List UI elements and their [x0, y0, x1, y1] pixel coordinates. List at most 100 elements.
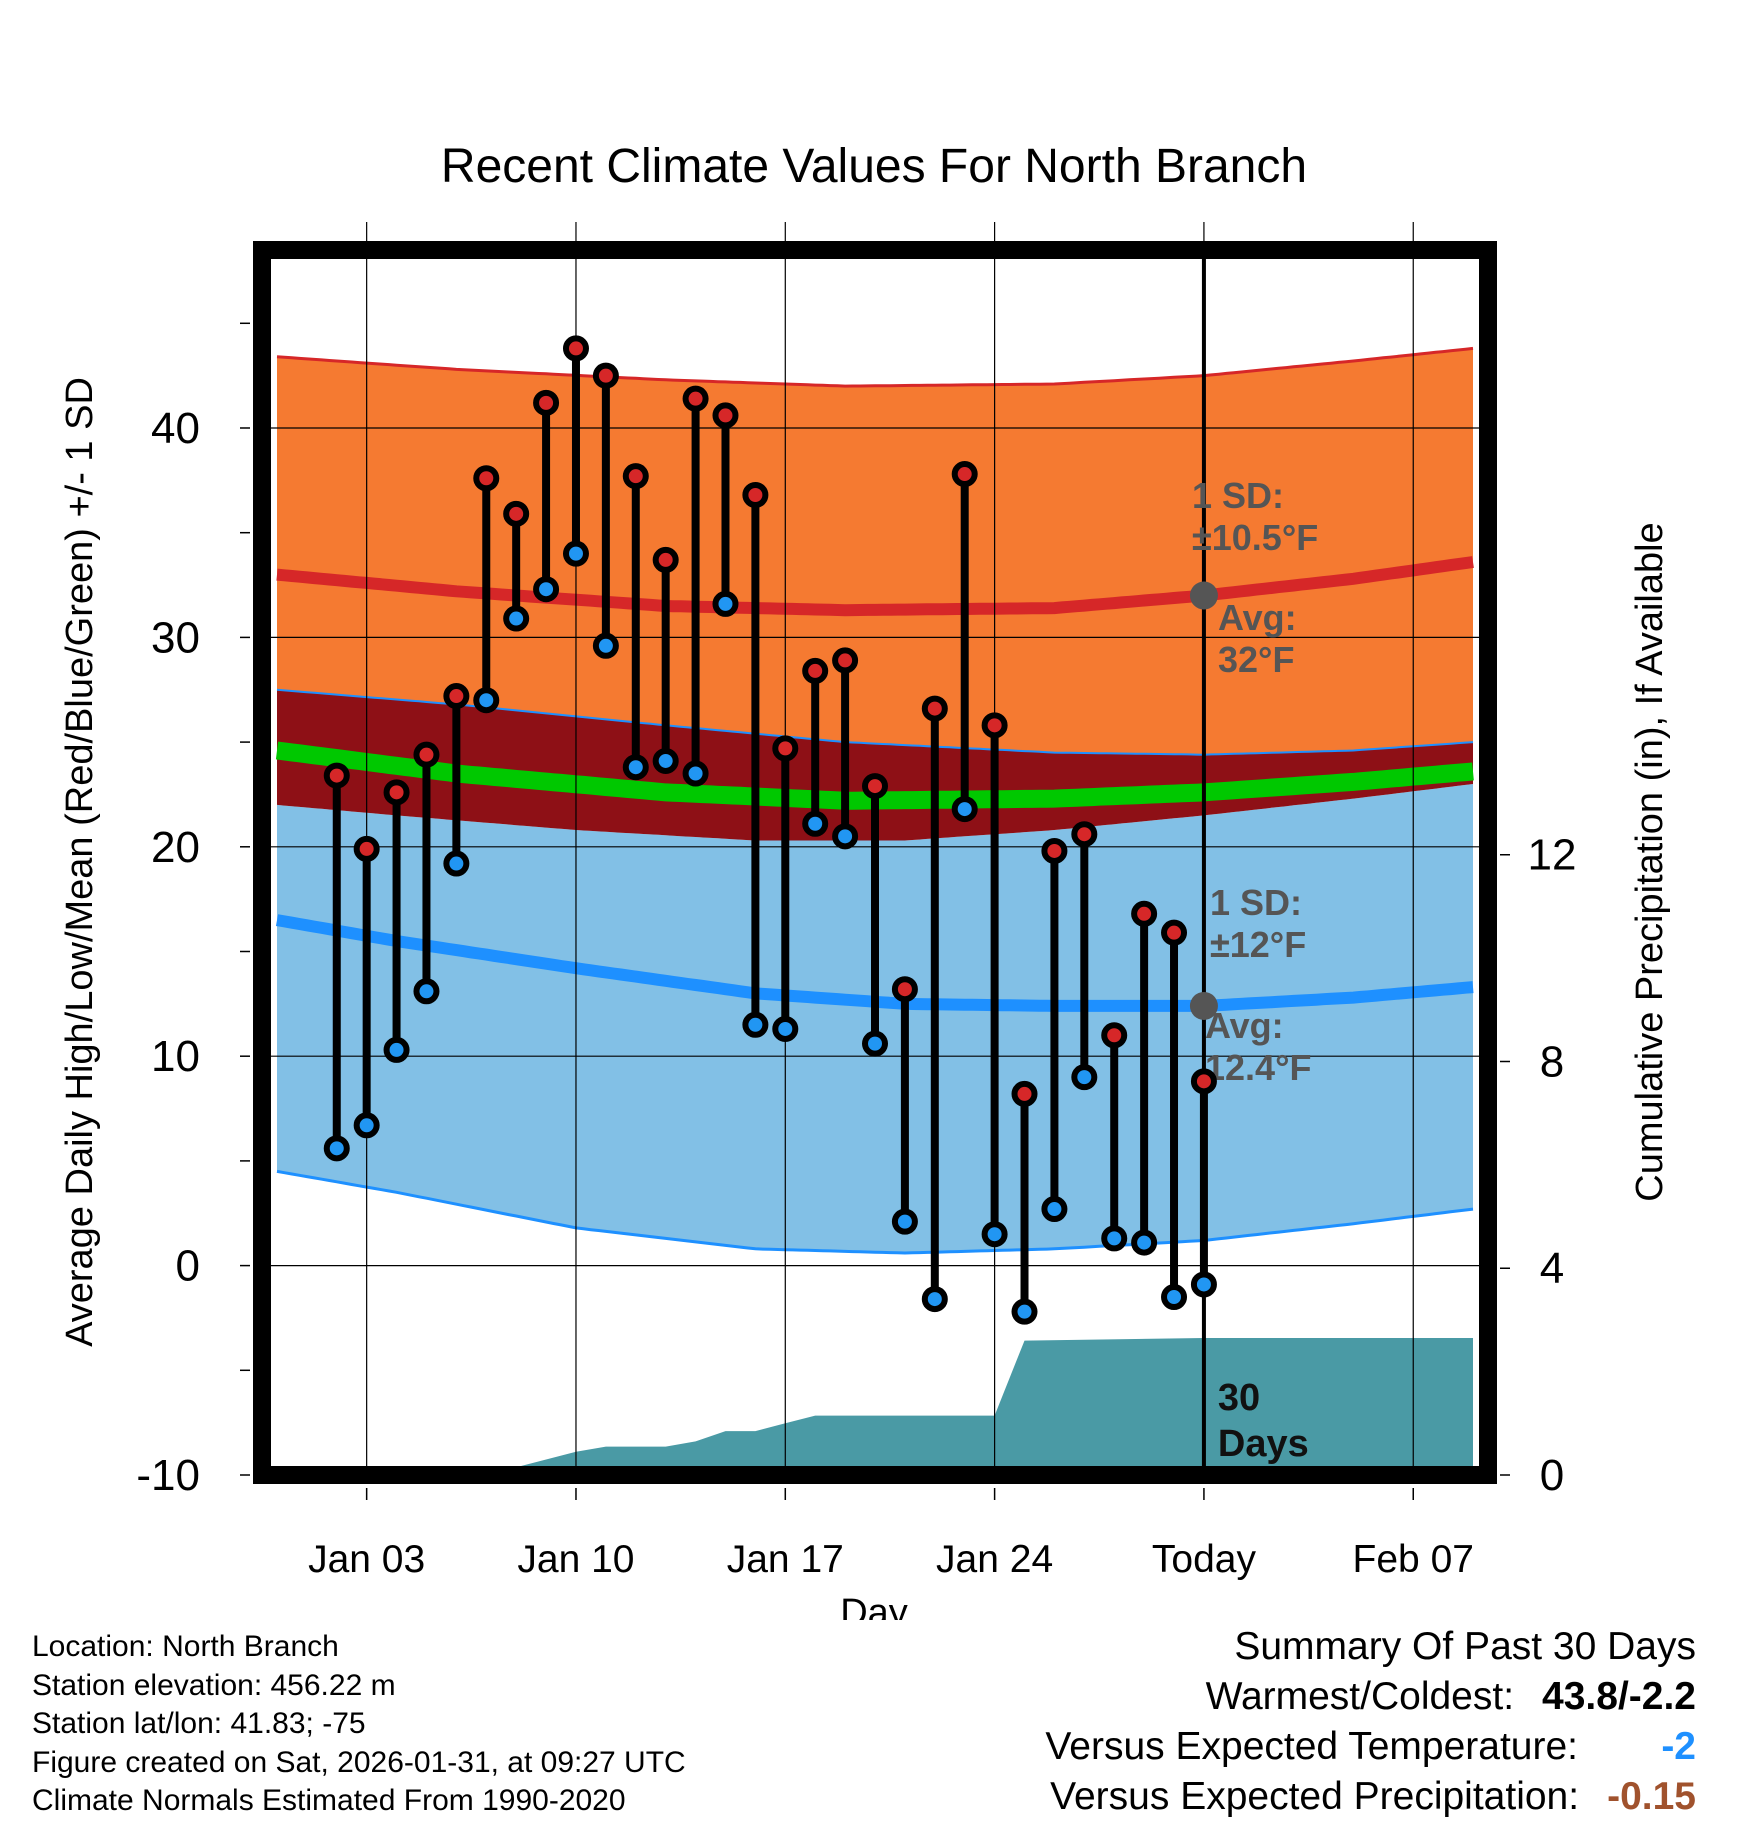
daily-high-point	[772, 735, 799, 762]
daily-low-point	[682, 760, 709, 787]
daily-low-point	[1190, 1271, 1217, 1298]
y2-tick-label: 4	[1540, 1244, 1564, 1293]
daily-high-point	[443, 683, 470, 710]
x-tick-label: Today	[1152, 1538, 1257, 1581]
daily-low-point	[533, 576, 560, 603]
high-avg-annotation: Avg: 32°F	[1218, 597, 1297, 680]
daily-low-point	[1161, 1284, 1188, 1311]
daily-low-point	[891, 1208, 918, 1235]
station-info: Location: North Branch Station elevation…	[32, 1628, 686, 1821]
daily-low-point	[353, 1112, 380, 1139]
high-avg-marker	[1189, 581, 1218, 610]
daily-low-point	[832, 823, 859, 850]
info-latlon: Station lat/lon: 41.83; -75	[32, 1707, 366, 1740]
daily-low-point	[742, 1011, 769, 1038]
chart-title: Recent Climate Values For North Branch	[441, 140, 1307, 193]
daily-high-point	[353, 835, 380, 862]
y-tick-label: 20	[151, 823, 200, 872]
daily-high-point	[1011, 1080, 1038, 1107]
daily-low-point	[921, 1286, 948, 1313]
low-avg-marker	[1189, 991, 1218, 1020]
normal-high-line	[276, 556, 1474, 617]
x-tick-label: Jan 03	[308, 1538, 425, 1581]
daily-high-point	[981, 712, 1008, 739]
plot-frame	[253, 241, 1497, 1484]
daily-high-point	[592, 362, 619, 389]
daily-high-point	[862, 773, 888, 800]
y-tick-label: -10	[136, 1451, 200, 1500]
daily-high-point	[1041, 837, 1068, 864]
info-elevation: Station elevation: 456.22 m	[32, 1668, 396, 1702]
y-axis-label: Average Daily High/Low/Mean (Red/Blue/Gr…	[59, 377, 101, 1347]
daily-low-point	[413, 978, 440, 1005]
climate-chart: Recent Climate Values For North Branch -…	[59, 140, 1671, 1620]
daily-low-point	[712, 590, 739, 617]
summary-warm-cold-row: Warmest/Coldest: 43.8/-2.2	[1045, 1672, 1696, 1722]
daily-low-point	[383, 1036, 410, 1063]
daily-high-point	[562, 335, 589, 362]
daily-low-point	[1011, 1298, 1038, 1325]
y-tick-label: 0	[176, 1242, 200, 1291]
daily-high-point	[323, 762, 350, 789]
summary-panel: Summary Of Past 30 Days Warmest/Coldest:…	[1045, 1622, 1696, 1822]
x-tick-label: Jan 24	[936, 1538, 1053, 1581]
daily-low-point	[562, 540, 589, 567]
daily-high-point	[652, 546, 679, 573]
daily-low-point	[1101, 1225, 1128, 1252]
daily-high-point	[622, 463, 649, 490]
daily-low-point	[443, 850, 470, 877]
daily-high-point	[921, 695, 948, 722]
precip-area	[277, 1338, 1473, 1475]
summary-warm-cold-value: 43.8/-2.2	[1542, 1675, 1696, 1718]
daily-low-point	[951, 796, 978, 823]
daily-low-point	[323, 1135, 350, 1162]
info-normals: Climate Normals Estimated From 1990-2020	[32, 1784, 626, 1817]
daily-high-point	[1131, 900, 1158, 927]
info-location: Location: North Branch	[32, 1630, 339, 1663]
low-avg-annotation: Avg: 12.4°F	[1205, 1005, 1311, 1088]
high-sd-annotation: 1 SD: ±10.5°F	[1192, 475, 1318, 558]
x-tick-label: Feb 07	[1353, 1538, 1474, 1581]
daily-high-point	[503, 500, 530, 527]
daily-high-point	[712, 402, 739, 429]
y2-axis-label: Cumulative Precipitation (in), If Availa…	[1629, 522, 1671, 1201]
y-tick-label: 40	[151, 404, 200, 453]
daily-low-point	[503, 605, 530, 632]
summary-temp-row: Versus Expected Temperature: -2	[1045, 1722, 1696, 1772]
plot-area: -10 0 10 20 30 40 0 4 8 12 Jan 03 Jan 10 Jan 17 Jan 2…	[136, 222, 1576, 1581]
summary-warm-cold-label: Warmest/Coldest:	[1205, 1675, 1515, 1718]
x-tick-label: Jan 17	[727, 1538, 844, 1581]
y2-tick-label: 12	[1528, 831, 1577, 880]
y-tick-label: 30	[151, 613, 200, 662]
daily-high-point	[742, 482, 769, 508]
info-created: Figure created on Sat, 2026-01-31, at 09…	[32, 1745, 686, 1779]
daily-high-point	[682, 385, 709, 412]
summary-temp-label: Versus Expected Temperature:	[1045, 1725, 1578, 1768]
summary-precip-row: Versus Expected Precipitation: -0.15	[1045, 1772, 1696, 1822]
daily-low-point	[1071, 1064, 1098, 1091]
x-axis-label: Day	[840, 1592, 908, 1620]
daily-high-point	[832, 647, 859, 674]
daily-low-point	[473, 687, 500, 714]
daily-high-point	[383, 779, 410, 806]
summary-precip-value: -0.15	[1607, 1775, 1696, 1818]
daily-low-point	[802, 810, 829, 837]
daily-high-point	[1161, 919, 1188, 946]
y-tick-label: 10	[151, 1032, 200, 1081]
summary-temp-value: -2	[1661, 1725, 1696, 1768]
daily-high-point	[951, 461, 978, 488]
daily-high-point	[1071, 821, 1098, 848]
daily-high-point	[413, 741, 440, 768]
daily-high-point	[473, 465, 500, 492]
daily-high-point	[802, 657, 829, 684]
daily-high-point	[1190, 1068, 1217, 1095]
summary-precip-label: Versus Expected Precipitation:	[1050, 1775, 1580, 1818]
daily-high-point	[1101, 1022, 1128, 1049]
daily-low-point	[981, 1221, 1008, 1248]
daily-low-point	[622, 754, 649, 781]
daily-low-point	[862, 1030, 888, 1057]
summary-heading: Summary Of Past 30 Days	[1234, 1625, 1696, 1668]
daily-low-point	[652, 747, 679, 774]
x-tick-label: Jan 10	[517, 1538, 634, 1581]
daily-low-point	[1131, 1229, 1158, 1256]
